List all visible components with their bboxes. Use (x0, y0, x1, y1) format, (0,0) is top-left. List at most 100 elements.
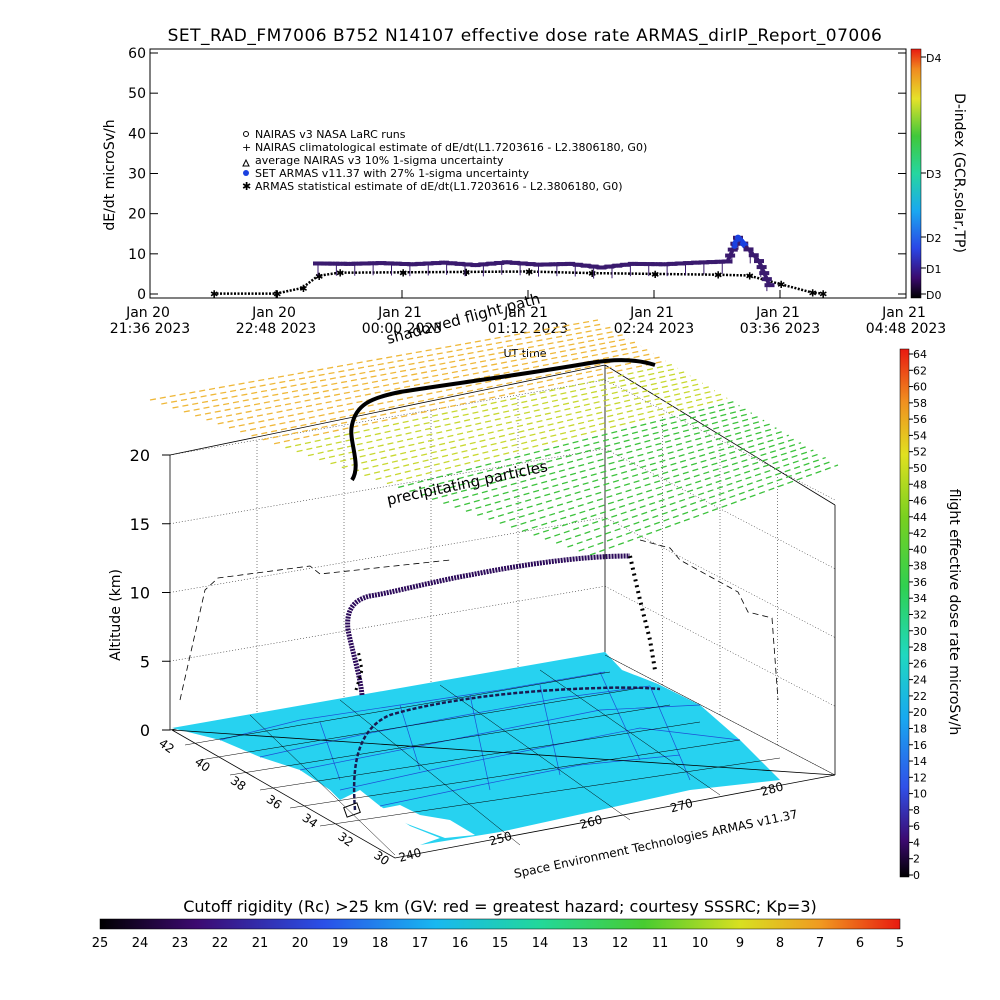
x-tick-label-time: 01:12 2023 (488, 321, 568, 337)
wall-gridline (169, 586, 606, 662)
dose-rate-tick-label: 12 (913, 771, 927, 784)
altitude-tick-label: 10 (130, 584, 150, 603)
longitude-tick-label: 270 (669, 796, 695, 815)
particle-sheet-line (499, 434, 789, 524)
particle-sheet-line (476, 427, 777, 516)
estimate-point: ✱ (651, 270, 659, 281)
map-floor (171, 652, 836, 859)
x-tick-label-time: 04:48 2023 (866, 321, 946, 337)
dose-rate-tick-label: 60 (913, 381, 927, 394)
y-tick-label: 20 (128, 207, 146, 223)
dose-rate-tick-label: 64 (913, 348, 927, 361)
cutoff-tick-label: 17 (412, 936, 429, 951)
estimate-point: ✱ (273, 290, 281, 301)
particle-sheet-line (149, 319, 599, 401)
particle-sheet-line (296, 367, 679, 453)
wall-gridline (604, 517, 836, 638)
particle-sheet-line (195, 334, 623, 417)
dose-rate-tick-label: 10 (913, 788, 927, 801)
particle-sheet-line (555, 453, 820, 544)
dose-rate-tick-label: 20 (913, 706, 927, 719)
dose-rate-tick-label: 42 (913, 527, 927, 540)
estimate-point: ✱ (777, 280, 785, 291)
cutoff-tick-label: 20 (292, 936, 309, 951)
d-index-colorbar (910, 48, 922, 299)
y-tick-label: 60 (128, 46, 146, 62)
particle-sheet-line (183, 330, 617, 413)
y-axis-label: dE/dt microSv/h (102, 119, 118, 230)
longitude-tick-label: 240 (397, 845, 423, 864)
particle-sheet-line (567, 456, 826, 548)
legend-entry: SET ARMAS v11.37 with 27% 1-sigma uncert… (255, 167, 529, 180)
x-tick-label-time: 00:00 2023 (362, 321, 442, 337)
cutoff-tick-label: 16 (452, 936, 469, 951)
x-tick-label-date: Jan 21 (503, 305, 548, 321)
cutoff-tick-label: 12 (612, 936, 629, 951)
particle-sheet-line (578, 460, 833, 552)
cutoff-tick-label: 10 (692, 936, 709, 951)
particle-sheet-line (409, 404, 740, 493)
dose-rate-tick-label: 22 (913, 690, 927, 703)
altitude-axis-label: Altitude (km) (108, 569, 124, 661)
legend-marker-star: ✱ (242, 180, 251, 193)
particle-sheet-line (217, 341, 636, 425)
cutoff-tick-label: 18 (372, 936, 389, 951)
x-tick-label-date: Jan 20 (251, 305, 296, 321)
longitude-tick-label: 280 (759, 779, 785, 798)
cutoff-tick-label: 9 (736, 936, 744, 951)
dose-rate-tick-label: 26 (913, 657, 927, 670)
dose-rate-tick-label: 54 (913, 429, 927, 442)
altitude-tick-label: 0 (140, 721, 150, 740)
estimate-point: ✱ (336, 269, 344, 280)
dose-rate-tick-label: 16 (913, 739, 927, 752)
longitude-ticks: 240 250 260 270 280 (397, 779, 785, 864)
legend-entry: ARMAS statistical estimate of dE/dt(L1.7… (255, 180, 622, 193)
d-index-label: D-index (GCR,solar,TP) (951, 93, 967, 253)
latitude-tick-label: 38 (228, 773, 249, 793)
cutoff-tick-label: 13 (572, 936, 589, 951)
dose-rate-tick-label: 46 (913, 495, 927, 508)
latitude-tick-label: 30 (371, 848, 392, 868)
plot-series: ✱ ✱✱✱ ✱ ✱ ✱ ✱ ✱ ✱ ✱ ✱✱✱ ✱ (210, 234, 827, 301)
latitude-tick-label: 36 (264, 792, 285, 812)
particle-sheet-line (420, 408, 746, 497)
legend-marker-plus: + (242, 141, 251, 154)
dose-rate-tick-label: 58 (913, 397, 927, 410)
particle-sheet-line (172, 326, 611, 409)
cutoff-tick-label: 15 (492, 936, 509, 951)
wall-gridline (604, 379, 836, 501)
legend-entry: NAIRAS climatological estimate of dE/dt(… (255, 141, 647, 154)
particle-sheet-line (443, 416, 759, 504)
particle-sheet-line (375, 393, 722, 481)
x-tick-label-date: Jan 21 (755, 305, 800, 321)
latitude-tick-label: 32 (335, 829, 356, 849)
armas-statistical-estimate-line (213, 270, 823, 295)
wall-gridline (169, 517, 606, 593)
dose-rate-tick-label: 32 (913, 609, 927, 622)
legend-marker-armas (243, 170, 249, 176)
flight-track-low (345, 553, 631, 696)
cutoff-tick-label: 8 (776, 936, 784, 951)
cutoff-tick-label: 14 (532, 936, 549, 951)
particle-sheet-line (352, 386, 709, 473)
x-tick-label-time: 22:48 2023 (236, 321, 316, 337)
particle-sheet-line (533, 445, 808, 536)
x-tick-label-date: Jan 21 (629, 305, 674, 321)
dose-rate-ticks: 0246810121416182022242628303234363840424… (909, 348, 927, 882)
dose-rate-tick-label: 50 (913, 462, 927, 475)
particle-sheet-line (522, 442, 802, 532)
d-index-tick-label: D1 (926, 263, 941, 276)
dose-rate-tick-label: 38 (913, 560, 927, 573)
cutoff-tick-label: 7 (816, 936, 824, 951)
armas-point (767, 283, 772, 288)
d-index-tick-label: D0 (926, 289, 941, 302)
legend: NAIRAS v3 NASA LaRC runs + NAIRAS climat… (242, 128, 647, 193)
cutoff-rigidity-bar: Cutoff rigidity (Rc) >25 km (GV: red = g… (92, 897, 904, 951)
particle-sheet-line (454, 419, 765, 508)
dose-rate-tick-label: 0 (913, 869, 920, 882)
dose-rate-tick-label: 6 (913, 820, 920, 833)
cutoff-tick-label: 22 (212, 936, 229, 951)
d-index-tick-label: D3 (926, 168, 941, 181)
